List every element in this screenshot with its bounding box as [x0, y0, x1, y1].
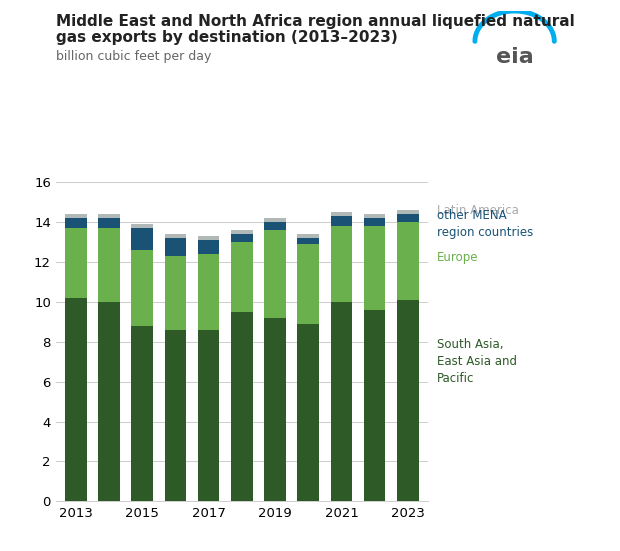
Text: billion cubic feet per day: billion cubic feet per day	[56, 50, 211, 63]
Bar	[65, 228, 87, 298]
Bar	[131, 250, 153, 326]
Bar	[264, 230, 286, 317]
Bar	[164, 256, 186, 329]
Bar	[364, 226, 386, 310]
Bar	[397, 300, 419, 501]
Bar	[330, 226, 352, 302]
Bar	[164, 234, 186, 238]
Text: Middle East and North Africa region annual liquefied natural: Middle East and North Africa region annu…	[56, 14, 575, 29]
Bar	[131, 326, 153, 501]
Bar	[131, 224, 153, 228]
Text: South Asia,
East Asia and
Pacific: South Asia, East Asia and Pacific	[437, 338, 517, 385]
Bar	[231, 234, 252, 242]
Bar	[330, 302, 352, 501]
Bar	[231, 312, 252, 501]
Bar	[198, 329, 219, 501]
Bar	[98, 218, 120, 228]
Bar	[330, 216, 352, 226]
Text: Latin America: Latin America	[437, 204, 519, 217]
Bar	[364, 310, 386, 501]
Bar	[397, 210, 419, 214]
Bar	[65, 218, 87, 228]
Bar	[298, 238, 319, 244]
Bar	[164, 238, 186, 256]
Bar	[298, 244, 319, 323]
Bar	[231, 230, 252, 234]
Bar	[298, 234, 319, 238]
Bar	[397, 222, 419, 300]
Bar	[364, 214, 386, 218]
Bar	[298, 323, 319, 501]
Bar	[65, 298, 87, 501]
Bar	[131, 228, 153, 250]
Bar	[231, 242, 252, 312]
Text: eia: eia	[496, 47, 533, 67]
Bar	[264, 218, 286, 222]
Bar	[330, 212, 352, 216]
Bar	[397, 214, 419, 222]
Text: Europe: Europe	[437, 251, 479, 264]
Bar	[98, 214, 120, 218]
Bar	[65, 214, 87, 218]
Bar	[98, 228, 120, 302]
Text: gas exports by destination (2013–2023): gas exports by destination (2013–2023)	[56, 30, 397, 45]
Bar	[198, 253, 219, 329]
Bar	[364, 218, 386, 226]
Bar	[98, 302, 120, 501]
Bar	[198, 236, 219, 240]
Bar	[264, 222, 286, 230]
Text: other MENA
region countries: other MENA region countries	[437, 209, 533, 239]
Bar	[198, 240, 219, 254]
Bar	[264, 317, 286, 501]
Bar	[164, 329, 186, 501]
